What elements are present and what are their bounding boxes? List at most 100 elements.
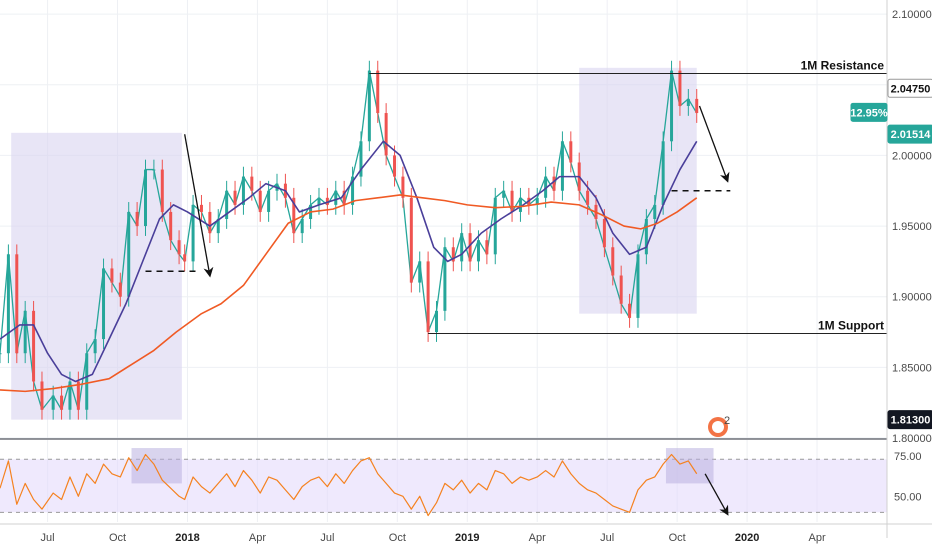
time-tick-label-0: Jul: [41, 532, 55, 544]
candle-body-62: [518, 197, 522, 212]
candle-body-47: [393, 155, 397, 177]
candle-body-9: [76, 381, 80, 410]
candle-body-19: [160, 169, 164, 212]
candle-body-26: [216, 219, 220, 234]
candle-body-58: [485, 240, 489, 255]
price-tick-label-6: 2.10000: [892, 9, 932, 21]
candle-body-65: [544, 176, 548, 198]
logo-label: 2: [724, 415, 730, 427]
price-tick-label-0: 1.80000: [892, 433, 932, 445]
time-tick-label-1: Oct: [109, 532, 126, 544]
time-tick-label-6: 2019: [455, 532, 479, 544]
candle-body-49: [409, 197, 413, 283]
price-badge-0: [887, 78, 932, 98]
candle-body-83: [695, 98, 699, 114]
candle-body-29: [241, 176, 245, 205]
time-tick-label-5: Oct: [389, 532, 406, 544]
price-tick-label-2: 1.90000: [892, 292, 932, 304]
candle-body-82: [686, 98, 690, 106]
candle-body-52: [435, 310, 439, 333]
candle-body-72: [602, 219, 606, 248]
price-badge-label-2: 2.01514: [891, 129, 932, 141]
candle-body-41: [342, 190, 346, 205]
candle-body-48: [401, 176, 405, 198]
candle-body-0: [0, 353, 2, 355]
candle-body-6: [51, 395, 55, 410]
candle-body-57: [476, 240, 480, 262]
candle-body-36: [300, 219, 304, 234]
candle-body-46: [384, 113, 388, 156]
candle-body-5: [40, 381, 44, 410]
candle-body-50: [418, 261, 422, 283]
candle-body-67: [560, 141, 564, 191]
candle-body-78: [653, 204, 657, 219]
candle-body-54: [451, 247, 455, 262]
time-tick-label-9: Oct: [669, 532, 686, 544]
candle-body-66: [552, 176, 556, 191]
candle-body-24: [199, 204, 203, 212]
time-tick-label-7: Apr: [529, 532, 546, 544]
candle-body-73: [611, 247, 615, 276]
candle-body-12: [102, 268, 106, 340]
candle-body-75: [628, 303, 632, 318]
candle-body-14: [118, 282, 122, 297]
price-badge-label-1: 12.95%: [850, 107, 888, 119]
arrow-0: [184, 134, 214, 278]
candle-body-15: [127, 211, 131, 297]
candle-body-39: [325, 197, 329, 205]
price-tick-label-4: 2.00000: [892, 150, 932, 162]
candle-body-17: [144, 169, 148, 227]
candle-body-44: [367, 70, 371, 142]
candle-body-8: [68, 381, 72, 410]
level-label-0: 1M Resistance: [801, 58, 885, 72]
oscillator-arrow-0: [704, 473, 729, 516]
candle-body-53: [443, 247, 447, 311]
price-tick-label-1: 1.85000: [892, 362, 932, 374]
time-tick-label-10: 2020: [735, 532, 759, 544]
oscillator-highlight-1: [665, 448, 714, 484]
moving-average-line-1: [0, 194, 698, 393]
candle-body-7: [60, 395, 64, 410]
candle-body-25: [208, 211, 212, 234]
candle-body-43: [359, 141, 363, 177]
candle-body-79: [661, 141, 665, 205]
candle-body-1: [6, 254, 10, 354]
candle-body-59: [493, 197, 497, 255]
arrow-1: [698, 105, 730, 183]
candle-body-28: [233, 190, 237, 205]
oscillator-tick-label-0: 50.00: [894, 491, 922, 503]
candle-body-30: [250, 176, 254, 191]
moving-average-line-0: [0, 140, 698, 383]
candle-body-56: [468, 233, 472, 262]
highlight-box-0: [11, 132, 182, 420]
candle-body-20: [169, 211, 173, 241]
time-tick-label-8: Jul: [600, 532, 614, 544]
logo-inner: [712, 421, 724, 433]
candle-body-40: [334, 190, 338, 205]
candle-body-45: [376, 70, 380, 114]
candle-body-42: [351, 176, 355, 205]
candle-body-22: [183, 254, 187, 262]
candle-body-31: [258, 190, 262, 212]
price-badge-label-3: 1.81300: [891, 415, 931, 427]
candle-body-27: [225, 190, 229, 219]
candle-body-55: [460, 233, 464, 262]
candle-body-68: [569, 141, 573, 163]
candle-body-18: [152, 169, 156, 171]
level-label-1: 1M Support: [818, 318, 884, 332]
candle-body-38: [317, 197, 321, 205]
candle-body-76: [636, 254, 640, 318]
candle-body-61: [510, 190, 514, 212]
candle-body-70: [586, 190, 590, 205]
oscillator-tick-label-1: 75.00: [894, 451, 922, 463]
candle-body-51: [426, 261, 430, 333]
price-tick-label-3: 1.95000: [892, 221, 932, 233]
candle-body-2: [15, 254, 19, 354]
price-badge-label-0: 2.04750: [891, 83, 931, 95]
candle-body-4: [32, 310, 36, 382]
time-tick-label-11: Apr: [808, 532, 825, 544]
time-tick-label-3: Apr: [249, 532, 266, 544]
price-badge-3: [887, 410, 932, 430]
